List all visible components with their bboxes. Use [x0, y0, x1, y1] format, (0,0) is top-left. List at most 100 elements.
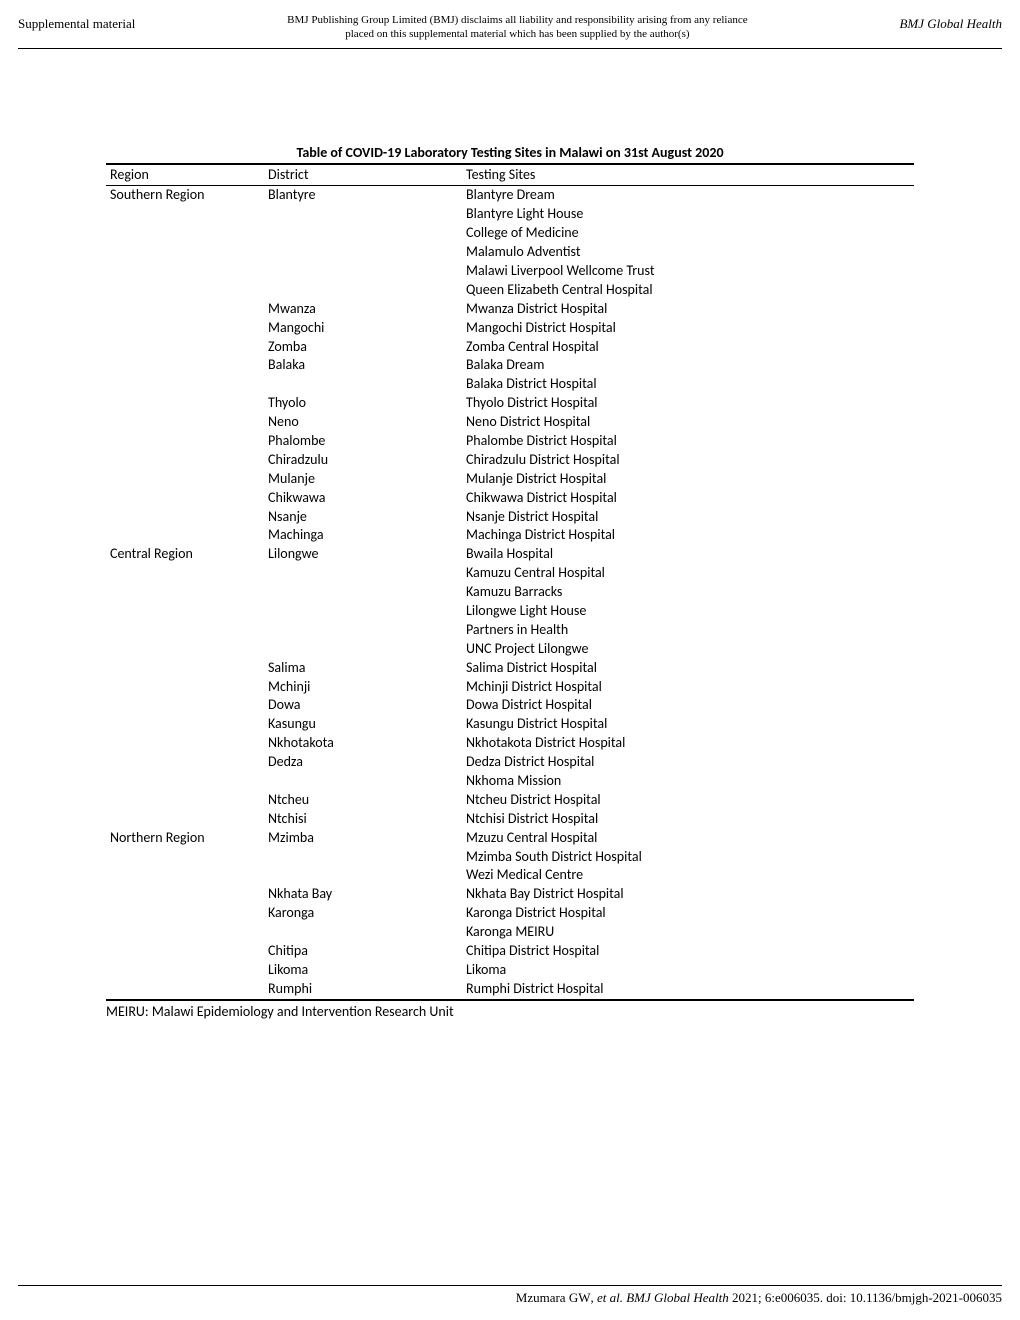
- cell-region: [106, 205, 264, 224]
- cell-region: [106, 262, 264, 281]
- cell-region: [106, 319, 264, 338]
- cell-site: Nkhata Bay District Hospital: [462, 885, 914, 904]
- page-footer: Mzumara GW, et al. BMJ Global Health 202…: [18, 1285, 1002, 1306]
- cell-region: Southern Region: [106, 186, 264, 205]
- table-row: BalakaBalaka Dream: [106, 356, 914, 375]
- cell-region: Central Region: [106, 545, 264, 564]
- cell-site: Chikwawa District Hospital: [462, 489, 914, 508]
- cell-region: [106, 659, 264, 678]
- cell-district: [264, 375, 462, 394]
- cell-site: Salima District Hospital: [462, 659, 914, 678]
- cell-site: Balaka Dream: [462, 356, 914, 375]
- cell-district: Chitipa: [264, 942, 462, 961]
- cell-district: Mangochi: [264, 319, 462, 338]
- table-row: College of Medicine: [106, 224, 914, 243]
- table-row: ChikwawaChikwawa District Hospital: [106, 489, 914, 508]
- cell-district: [264, 923, 462, 942]
- table-row: ZombaZomba Central Hospital: [106, 338, 914, 357]
- col-header-district: District: [264, 164, 462, 186]
- table-row: NtcheuNtcheu District Hospital: [106, 791, 914, 810]
- page: Supplemental material BMJ Publishing Gro…: [0, 0, 1020, 1320]
- table-row: ThyoloThyolo District Hospital: [106, 394, 914, 413]
- cell-site: Queen Elizabeth Central Hospital: [462, 281, 914, 300]
- table-row: UNC Project Lilongwe: [106, 640, 914, 659]
- cell-district: Mchinji: [264, 678, 462, 697]
- cell-region: [106, 243, 264, 262]
- cell-site: Mwanza District Hospital: [462, 300, 914, 319]
- cell-region: [106, 734, 264, 753]
- cell-site: College of Medicine: [462, 224, 914, 243]
- cell-district: [264, 621, 462, 640]
- cell-region: [106, 678, 264, 697]
- disclaimer-line-1: BMJ Publishing Group Limited (BMJ) discl…: [287, 14, 747, 26]
- table-header-row: Region District Testing Sites: [106, 164, 914, 186]
- cell-site: Dedza District Hospital: [462, 753, 914, 772]
- table-row: Mzimba South District Hospital: [106, 848, 914, 867]
- cell-district: [264, 583, 462, 602]
- cell-region: [106, 602, 264, 621]
- cell-district: Thyolo: [264, 394, 462, 413]
- footer-rest: 2021; 6:e006035. doi: 10.1136/bmjgh-2021…: [729, 1290, 1002, 1305]
- cell-region: [106, 470, 264, 489]
- cell-district: [264, 866, 462, 885]
- table-row: Nkhoma Mission: [106, 772, 914, 791]
- cell-site: Mchinji District Hospital: [462, 678, 914, 697]
- page-header: Supplemental material BMJ Publishing Gro…: [18, 14, 1002, 49]
- cell-district: Dedza: [264, 753, 462, 772]
- cell-site: Mzuzu Central Hospital: [462, 829, 914, 848]
- cell-site: Nsanje District Hospital: [462, 508, 914, 527]
- cell-district: Kasungu: [264, 715, 462, 734]
- cell-district: Phalombe: [264, 432, 462, 451]
- cell-site: Blantyre Light House: [462, 205, 914, 224]
- cell-district: Salima: [264, 659, 462, 678]
- table-row: Balaka District Hospital: [106, 375, 914, 394]
- table-row: MangochiMangochi District Hospital: [106, 319, 914, 338]
- cell-district: Chikwawa: [264, 489, 462, 508]
- table-row: MwanzaMwanza District Hospital: [106, 300, 914, 319]
- cell-region: [106, 413, 264, 432]
- cell-region: [106, 300, 264, 319]
- cell-district: Neno: [264, 413, 462, 432]
- table-row: Northern RegionMzimbaMzuzu Central Hospi…: [106, 829, 914, 848]
- table-row: KasunguKasungu District Hospital: [106, 715, 914, 734]
- table-row: PhalombePhalombe District Hospital: [106, 432, 914, 451]
- cell-site: Bwaila Hospital: [462, 545, 914, 564]
- cell-site: Rumphi District Hospital: [462, 980, 914, 1000]
- table-row: NenoNeno District Hospital: [106, 413, 914, 432]
- cell-site: Karonga MEIRU: [462, 923, 914, 942]
- table-row: NsanjeNsanje District Hospital: [106, 508, 914, 527]
- cell-site: Kamuzu Barracks: [462, 583, 914, 602]
- table-row: Southern RegionBlantyreBlantyre Dream: [106, 186, 914, 205]
- cell-site: UNC Project Lilongwe: [462, 640, 914, 659]
- cell-district: Zomba: [264, 338, 462, 357]
- footer-etal: , et al. BMJ Global Health: [590, 1290, 728, 1305]
- table-row: Wezi Medical Centre: [106, 866, 914, 885]
- table-row: NkhotakotaNkhotakota District Hospital: [106, 734, 914, 753]
- cell-region: [106, 356, 264, 375]
- table-row: DedzaDedza District Hospital: [106, 753, 914, 772]
- cell-district: Rumphi: [264, 980, 462, 1000]
- cell-site: Nkhoma Mission: [462, 772, 914, 791]
- cell-district: Balaka: [264, 356, 462, 375]
- cell-site: Malamulo Adventist: [462, 243, 914, 262]
- cell-district: [264, 772, 462, 791]
- cell-region: [106, 281, 264, 300]
- cell-site: Blantyre Dream: [462, 186, 914, 205]
- cell-region: [106, 961, 264, 980]
- cell-site: Machinga District Hospital: [462, 526, 914, 545]
- table-row: Kamuzu Barracks: [106, 583, 914, 602]
- cell-region: [106, 583, 264, 602]
- cell-district: [264, 848, 462, 867]
- cell-site: Lilongwe Light House: [462, 602, 914, 621]
- cell-region: [106, 696, 264, 715]
- cell-region: [106, 451, 264, 470]
- cell-region: [106, 942, 264, 961]
- cell-district: Machinga: [264, 526, 462, 545]
- cell-site: Partners in Health: [462, 621, 914, 640]
- cell-site: Mzimba South District Hospital: [462, 848, 914, 867]
- cell-region: [106, 810, 264, 829]
- cell-region: [106, 715, 264, 734]
- cell-site: Malawi Liverpool Wellcome Trust: [462, 262, 914, 281]
- cell-region: [106, 508, 264, 527]
- cell-district: Dowa: [264, 696, 462, 715]
